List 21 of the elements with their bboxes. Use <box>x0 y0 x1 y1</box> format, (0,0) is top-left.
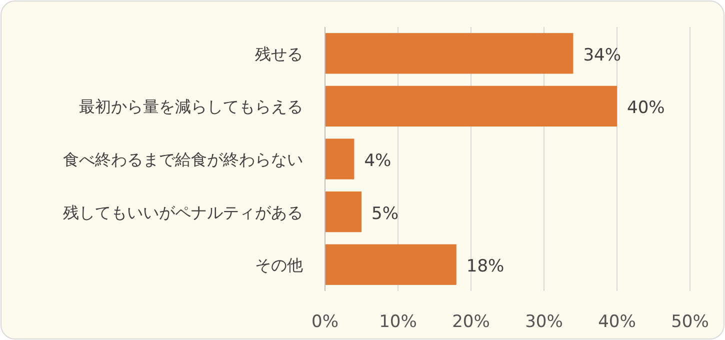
data-label: 5% <box>372 204 398 224</box>
bar <box>325 191 362 232</box>
data-label: 4% <box>364 151 392 171</box>
x-tick-label: 20% <box>452 312 490 332</box>
bar <box>325 138 354 180</box>
bar <box>325 244 456 285</box>
y-tick-label: 残してもいいがペナルティがある <box>63 202 303 222</box>
data-label: 34% <box>583 45 621 66</box>
x-tick-label: 30% <box>525 312 563 332</box>
data-label: 18% <box>466 256 504 277</box>
bar <box>325 86 617 127</box>
y-tick-label: 食べ終わるまで給食が終わらない <box>63 150 303 169</box>
y-tick-label: その他 <box>255 256 303 275</box>
y-tick-label: 最初から量を減らしてもらえる <box>79 97 303 116</box>
x-tick-label: 50% <box>671 312 709 332</box>
y-tick-label: 残せる <box>255 44 303 64</box>
x-tick-label: 10% <box>379 312 417 332</box>
data-label: 40% <box>627 98 665 118</box>
x-tick-label: 40% <box>598 312 636 332</box>
x-tick-label: 0% <box>312 312 338 332</box>
bar <box>325 33 574 74</box>
